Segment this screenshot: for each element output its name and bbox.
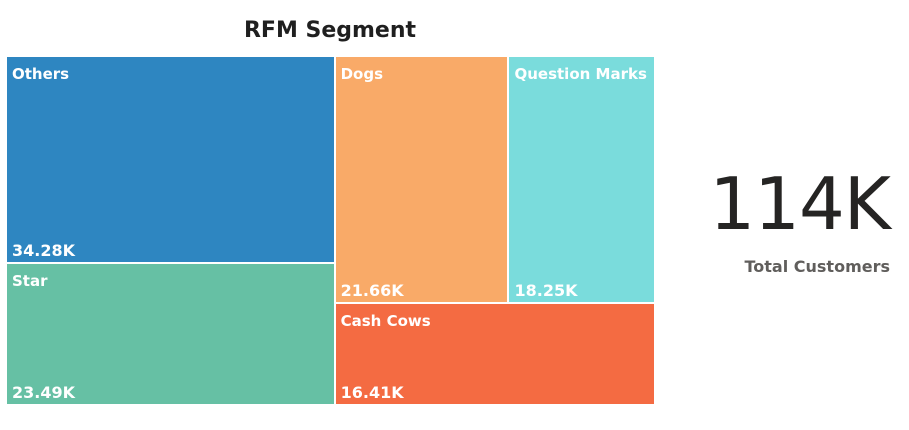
treemap-tile-dogs[interactable]: Dogs 21.66K xyxy=(334,56,509,304)
tile-value-dogs: 21.66K xyxy=(340,281,404,301)
tile-label-star: Star xyxy=(12,272,48,291)
treemap-tile-star[interactable]: Star 23.49K xyxy=(6,263,335,405)
treemap-tile-cash-cows[interactable]: Cash Cows 16.41K xyxy=(334,303,655,405)
treemap: Others 34.28K Star 23.49K Dogs 21.66K Question… xyxy=(6,56,655,405)
kpi-value: 114K xyxy=(709,162,891,246)
treemap-tile-question-marks[interactable]: Question Marks 18.25K xyxy=(508,56,655,304)
tile-value-star: 23.49K xyxy=(12,382,76,402)
tile-value-cash-cows: 16.41K xyxy=(340,382,404,402)
tile-value-others: 34.28K xyxy=(12,241,76,261)
treemap-tile-others[interactable]: Others 34.28K xyxy=(6,56,335,264)
chart-title: RFM Segment xyxy=(243,18,417,43)
tile-label-question-marks: Question Marks xyxy=(514,65,647,83)
tile-value-question-marks: 18.25K xyxy=(514,281,578,301)
tile-label-others: Others xyxy=(12,65,70,83)
tile-label-dogs: Dogs xyxy=(340,65,384,83)
tile-label-cash-cows: Cash Cows xyxy=(340,312,431,331)
kpi-label: Total Customers xyxy=(744,257,890,276)
